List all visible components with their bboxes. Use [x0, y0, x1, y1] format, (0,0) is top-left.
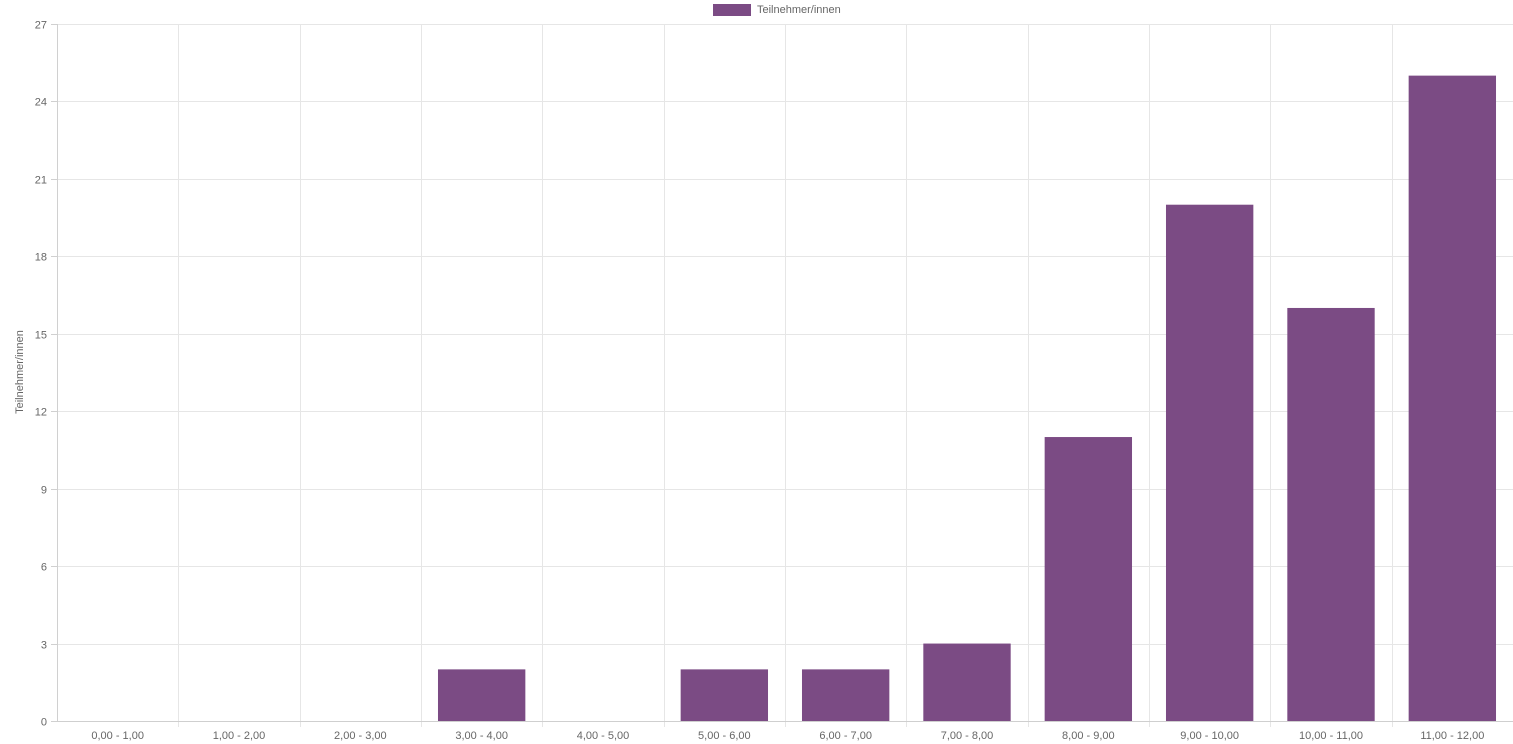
y-tick-label: 6: [41, 562, 47, 574]
bar[interactable]: [680, 669, 769, 721]
x-tick-label: 11,00 - 12,00: [1420, 730, 1484, 742]
x-tick-label: 9,00 - 10,00: [1180, 730, 1239, 742]
y-tick-label: 18: [35, 252, 47, 264]
legend[interactable]: Teilnehmer/innen: [713, 4, 841, 16]
bars: [437, 75, 1497, 721]
bar[interactable]: [1165, 204, 1254, 721]
x-tick-label: 3,00 - 4,00: [455, 730, 508, 742]
x-tick-label: 7,00 - 8,00: [941, 730, 994, 742]
y-tick-label: 15: [35, 330, 47, 342]
y-tick-label: 0: [41, 717, 47, 729]
x-tick-label: 0,00 - 1,00: [91, 730, 144, 742]
y-tick-label: 12: [35, 407, 47, 419]
y-axis-title: Teilnehmer/innen: [14, 330, 26, 414]
y-tick-label: 24: [35, 97, 47, 109]
x-tick-label: 10,00 - 11,00: [1299, 730, 1363, 742]
legend-label[interactable]: Teilnehmer/innen: [757, 4, 841, 16]
x-tick-label: 2,00 - 3,00: [334, 730, 387, 742]
x-tick-label: 8,00 - 9,00: [1062, 730, 1115, 742]
x-tick-label: 1,00 - 2,00: [213, 730, 266, 742]
bar[interactable]: [437, 669, 526, 721]
y-tick-label: 21: [35, 175, 47, 187]
x-tick-label: 5,00 - 6,00: [698, 730, 751, 742]
y-tick-label: 9: [41, 485, 47, 497]
bar[interactable]: [1044, 437, 1133, 721]
bar[interactable]: [1408, 75, 1497, 721]
x-tick-label: 4,00 - 5,00: [577, 730, 630, 742]
axes: 0 3 6 9 12 15 18 21 24 27 0,00 - 1,00 1,00 - 2,00 2,…: [35, 20, 1513, 742]
bar[interactable]: [923, 643, 1011, 721]
grid-lines: [57, 24, 1513, 727]
x-tick-label: 6,00 - 7,00: [819, 730, 872, 742]
bar[interactable]: [1287, 307, 1375, 721]
y-tick-label: 3: [41, 640, 47, 652]
legend-swatch[interactable]: [713, 4, 751, 16]
bar[interactable]: [801, 669, 890, 721]
y-tick-label: 27: [35, 20, 47, 32]
